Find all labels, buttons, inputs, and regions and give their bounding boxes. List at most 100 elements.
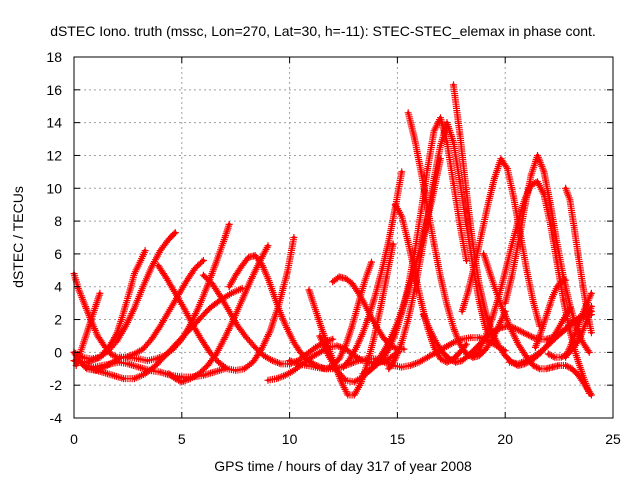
- data-point: [93, 304, 98, 309]
- data-point: [240, 298, 244, 302]
- data-point: [561, 298, 566, 302]
- y-tick-label: -4: [50, 410, 63, 426]
- series-28: [506, 307, 595, 368]
- data-point: [359, 381, 363, 386]
- series-29: [531, 276, 570, 351]
- data-point: [337, 275, 341, 279]
- data-point: [507, 360, 512, 364]
- data-point: [576, 322, 581, 327]
- data-point: [242, 367, 246, 371]
- data-point: [529, 173, 533, 177]
- data-point: [117, 360, 121, 364]
- data-point: [432, 176, 436, 181]
- data-point: [83, 363, 87, 368]
- data-point: [387, 367, 391, 371]
- data-point: [206, 283, 210, 287]
- data-point: [141, 347, 145, 351]
- data-point: [438, 275, 443, 279]
- data-point: [212, 370, 216, 374]
- data-point: [454, 360, 458, 364]
- series-19: [385, 119, 490, 373]
- data-point: [432, 242, 436, 246]
- data-point: [266, 276, 270, 281]
- data-point: [298, 350, 302, 354]
- data-point: [443, 345, 447, 350]
- data-point: [451, 340, 456, 345]
- data-point: [339, 380, 343, 384]
- data-point: [165, 276, 169, 281]
- tick-labels: 0 5 10 15 20 25 -4 -2 0 2 4 6 8 10 12 14 16 18: [46, 49, 621, 447]
- data-point: [499, 326, 503, 330]
- data-point: [374, 363, 378, 368]
- data-point: [111, 339, 115, 343]
- data-point: [109, 362, 113, 366]
- data-point: [576, 373, 581, 377]
- data-point: [350, 281, 354, 286]
- data-point: [341, 365, 346, 369]
- x-tick-label: 15: [390, 431, 406, 447]
- data-point: [137, 357, 141, 361]
- plot-frame: [73, 56, 614, 419]
- data-point: [335, 344, 339, 348]
- data-point: [186, 329, 190, 333]
- data-point: [535, 153, 540, 158]
- data-point: [132, 377, 136, 381]
- data-point: [589, 393, 594, 397]
- data-point: [425, 166, 430, 171]
- data-point: [182, 306, 186, 310]
- data-point: [313, 345, 318, 350]
- data-point: [477, 283, 481, 287]
- data-point: [458, 180, 462, 184]
- data-point: [173, 377, 177, 381]
- data-point: [484, 334, 488, 338]
- y-tick-label: 6: [54, 246, 62, 262]
- series-25: [469, 178, 593, 397]
- data-point: [589, 304, 594, 309]
- data-point: [214, 260, 218, 264]
- data-point: [292, 235, 296, 240]
- data-point: [87, 324, 91, 328]
- data-point: [490, 278, 494, 282]
- data-series: [70, 81, 595, 399]
- data-point: [309, 355, 313, 359]
- data-point: [173, 230, 177, 235]
- data-point: [451, 140, 456, 144]
- data-point: [393, 332, 397, 336]
- data-point: [292, 368, 296, 373]
- data-point: [505, 166, 509, 171]
- y-tick-label: 0: [54, 344, 62, 360]
- data-point: [568, 322, 572, 327]
- y-tick-label: 12: [46, 147, 62, 163]
- data-point: [438, 144, 443, 148]
- data-point: [236, 324, 240, 328]
- data-point: [98, 355, 102, 359]
- x-tick-label: 20: [497, 431, 513, 447]
- data-point: [441, 350, 445, 354]
- data-point: [559, 280, 563, 284]
- data-point: [499, 303, 503, 307]
- data-point: [307, 288, 311, 292]
- data-point: [419, 209, 423, 213]
- data-point: [425, 206, 430, 210]
- data-point: [225, 367, 229, 371]
- data-point: [227, 309, 231, 313]
- data-point: [201, 258, 205, 263]
- data-point: [510, 275, 514, 279]
- series-18: [359, 114, 470, 378]
- data-point: [322, 367, 326, 371]
- data-point: [542, 170, 546, 174]
- series-8: [154, 234, 298, 374]
- data-point: [477, 335, 481, 340]
- data-point: [124, 324, 128, 328]
- data-point: [121, 377, 126, 381]
- data-point: [589, 331, 594, 335]
- data-point: [479, 232, 484, 236]
- data-point: [445, 121, 449, 125]
- chart-title: dSTEC Iono. truth (mssc, Lon=270, Lat=30…: [50, 23, 596, 39]
- data-point: [551, 294, 555, 299]
- data-point: [445, 303, 449, 307]
- data-point: [408, 363, 412, 368]
- data-point: [119, 317, 124, 322]
- data-point: [285, 270, 290, 274]
